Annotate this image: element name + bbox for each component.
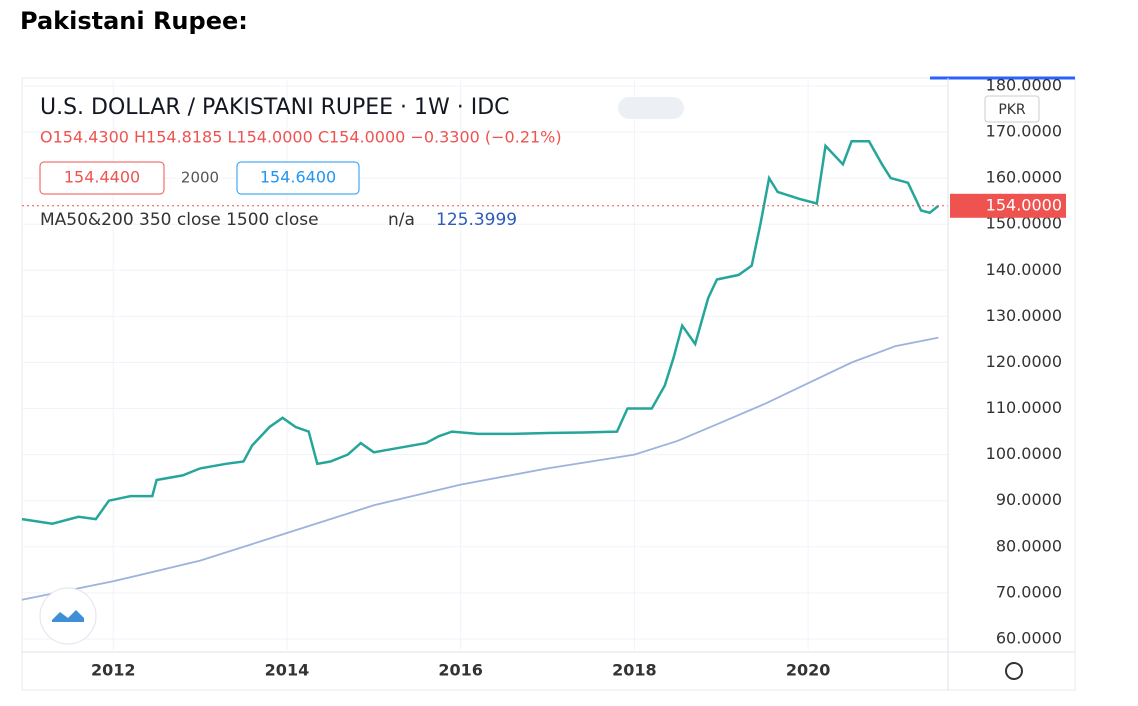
x-tick-label: 2016 — [438, 661, 483, 680]
indicator: MA50&200 350 close 1500 close — [40, 210, 319, 230]
spread: 2000 — [181, 169, 219, 187]
y-tick-label: 100.0000 — [986, 444, 1062, 463]
buy-price: 154.6400 — [260, 168, 336, 187]
chart-title: U.S. DOLLAR / PAKISTANI RUPEE · 1W · IDC — [40, 95, 510, 120]
indicator-na: n/a — [388, 210, 415, 230]
y-tick-label: 80.0000 — [996, 536, 1062, 555]
y-tick-label: 150.0000 — [986, 214, 1062, 233]
y-tick-label: 120.0000 — [986, 352, 1062, 371]
x-tick-label: 2012 — [91, 661, 136, 680]
x-tick-label: 2014 — [265, 661, 310, 680]
y-tick-label: 180.0000 — [986, 75, 1062, 94]
buy-button[interactable] — [236, 161, 360, 195]
x-tick-label: 2018 — [612, 661, 657, 680]
series-line — [21, 336, 939, 601]
settings-icon[interactable] — [1005, 662, 1023, 680]
y-tick-label: 110.0000 — [986, 398, 1062, 417]
logo-icon — [52, 610, 84, 622]
indicator-value: 125.3999 — [436, 210, 517, 230]
y-tick-label: 60.0000 — [996, 628, 1062, 647]
y-tick-label: 160.0000 — [986, 168, 1062, 187]
series-line — [21, 140, 940, 525]
currency: PKR — [998, 102, 1026, 118]
toggle[interactable] — [618, 97, 684, 119]
logo[interactable] — [39, 587, 97, 645]
x-tick-label: 2020 — [786, 661, 831, 680]
y-tick-label: 130.0000 — [986, 306, 1062, 325]
last-price-badge — [950, 193, 1066, 218]
y-tick-label: 70.0000 — [996, 582, 1062, 601]
sell-price: 154.4400 — [64, 168, 140, 187]
y-tick-label: 90.0000 — [996, 490, 1062, 509]
currency-box — [984, 95, 1040, 123]
page-title: Pakistani Rupee: — [20, 7, 248, 35]
ohlc: O154.4300 H154.8185 L154.0000 C154.0000 … — [40, 128, 562, 147]
y-tick-label: 170.0000 — [986, 122, 1062, 141]
last-price-label: 154.0000 — [986, 195, 1062, 214]
y-tick-label: 140.0000 — [986, 260, 1062, 279]
sell-button[interactable] — [39, 161, 165, 195]
